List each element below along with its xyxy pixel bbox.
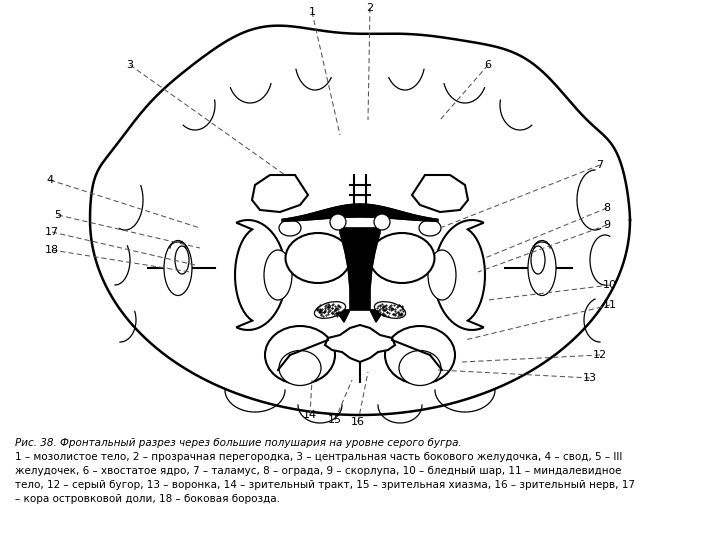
Ellipse shape (279, 220, 301, 236)
Ellipse shape (374, 302, 405, 319)
Ellipse shape (315, 302, 346, 319)
Ellipse shape (528, 240, 556, 295)
Text: 4: 4 (46, 175, 53, 185)
Ellipse shape (385, 326, 455, 384)
Ellipse shape (164, 240, 192, 295)
Text: 16: 16 (351, 417, 365, 427)
Ellipse shape (264, 250, 292, 300)
Text: 17: 17 (45, 227, 59, 237)
Text: 9: 9 (603, 220, 611, 230)
Text: 10: 10 (603, 280, 617, 290)
Text: 1 – мозолистое тело, 2 – прозрачная перегородка, 3 – центральная часть бокового : 1 – мозолистое тело, 2 – прозрачная пере… (15, 452, 622, 462)
Circle shape (330, 214, 346, 230)
Polygon shape (336, 228, 384, 322)
Polygon shape (235, 220, 286, 330)
Ellipse shape (200, 170, 520, 370)
Circle shape (374, 214, 390, 230)
Text: 6: 6 (485, 60, 492, 70)
Ellipse shape (265, 326, 335, 384)
Ellipse shape (399, 350, 441, 386)
Text: 18: 18 (45, 245, 59, 255)
Polygon shape (325, 325, 395, 362)
Text: 12: 12 (593, 350, 607, 360)
Text: 7: 7 (596, 160, 603, 170)
Ellipse shape (369, 233, 434, 283)
Text: Рис. 38. Фронтальный разрез через большие полушария на уровне серого бугра.: Рис. 38. Фронтальный разрез через больши… (15, 438, 462, 448)
Text: 8: 8 (603, 203, 611, 213)
Text: 1: 1 (308, 7, 315, 17)
Text: 13: 13 (583, 373, 597, 383)
Ellipse shape (286, 233, 351, 283)
Text: – кора островковой доли, 18 – боковая борозда.: – кора островковой доли, 18 – боковая бо… (15, 494, 280, 504)
Ellipse shape (279, 350, 321, 386)
Polygon shape (282, 204, 438, 221)
Text: 5: 5 (55, 210, 61, 220)
Text: 14: 14 (303, 410, 317, 420)
Ellipse shape (531, 246, 545, 274)
Text: 2: 2 (366, 3, 374, 13)
Text: тело, 12 – серый бугор, 13 – воронка, 14 – зрительный тракт, 15 – зрительная хиа: тело, 12 – серый бугор, 13 – воронка, 14… (15, 480, 635, 490)
Text: 15: 15 (328, 415, 342, 425)
Polygon shape (252, 175, 308, 212)
Polygon shape (434, 220, 485, 330)
Polygon shape (412, 175, 468, 212)
Text: желудочек, 6 – хвостатое ядро, 7 – таламус, 8 – ограда, 9 – скорлупа, 10 – бледн: желудочек, 6 – хвостатое ядро, 7 – талам… (15, 466, 621, 476)
Text: 11: 11 (603, 300, 617, 310)
Text: 3: 3 (127, 60, 133, 70)
Ellipse shape (428, 250, 456, 300)
Ellipse shape (419, 220, 441, 236)
Ellipse shape (175, 246, 189, 274)
